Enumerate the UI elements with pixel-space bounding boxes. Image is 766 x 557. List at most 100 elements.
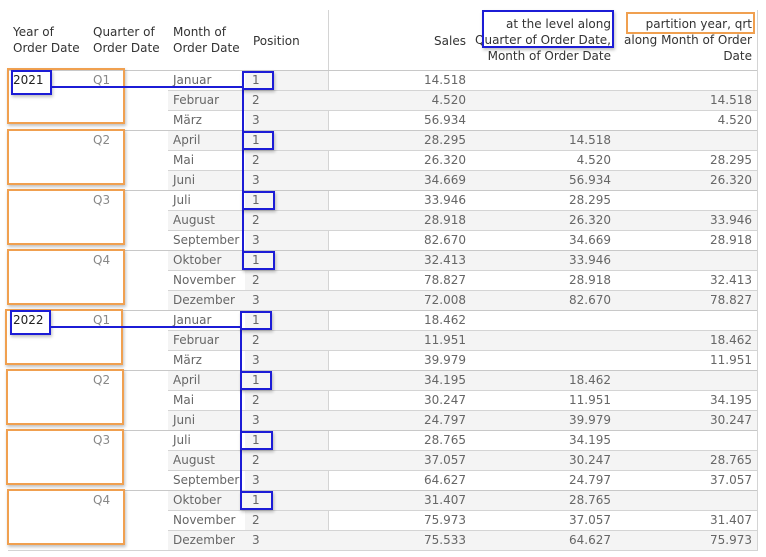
header-col3-highlight bbox=[626, 12, 755, 34]
sales-cell: 26.320 bbox=[424, 153, 466, 167]
partition-box-2022-q2 bbox=[6, 369, 124, 425]
position-cell: 1 bbox=[252, 433, 260, 447]
table-row: Mai 2 30.247 11.951 34.195 bbox=[168, 390, 757, 410]
header-month: Month of Order Date bbox=[173, 24, 240, 56]
position-cell-bg bbox=[245, 131, 328, 150]
group-separator bbox=[88, 490, 168, 491]
table-row: Juni 3 24.797 39.979 30.247 bbox=[168, 410, 757, 430]
position-cell: 2 bbox=[252, 393, 260, 407]
sales-cell: 28.918 bbox=[424, 213, 466, 227]
level-along-cell: 64.627 bbox=[569, 533, 611, 547]
year-2021-highlight bbox=[11, 70, 52, 95]
sales-cell: 4.520 bbox=[431, 93, 466, 107]
partition-box-2022-q1 bbox=[5, 309, 123, 365]
table-row: September 3 82.670 34.669 28.918 bbox=[168, 230, 757, 250]
sales-cell: 39.979 bbox=[424, 353, 466, 367]
position-cell: 2 bbox=[252, 213, 260, 227]
header-quarter: Quarter of Order Date bbox=[93, 24, 160, 56]
sales-cell: 33.946 bbox=[424, 193, 466, 207]
position-cell-bg bbox=[245, 471, 328, 490]
position-1-highlight bbox=[240, 311, 272, 330]
sales-cell: 31.407 bbox=[424, 493, 466, 507]
month-cell: März bbox=[173, 113, 202, 127]
sales-cell: 56.934 bbox=[424, 113, 466, 127]
quarter-q2-2021: Q2 bbox=[93, 133, 111, 147]
position-cell: 2 bbox=[252, 513, 260, 527]
quarter-q4-2022: Q4 bbox=[93, 493, 111, 507]
position-cell-bg bbox=[245, 231, 328, 250]
position-cell: 3 bbox=[252, 533, 260, 547]
sales-cell: 34.195 bbox=[424, 373, 466, 387]
partition-cell: 30.247 bbox=[710, 413, 752, 427]
level-along-cell: 28.295 bbox=[569, 193, 611, 207]
table-row: Dezember 3 72.008 82.670 78.827 bbox=[168, 290, 757, 310]
month-cell: Oktober bbox=[173, 493, 222, 507]
connector-vertical-2021 bbox=[242, 86, 244, 266]
month-cell: August bbox=[173, 453, 215, 467]
position-cell: 1 bbox=[252, 373, 260, 387]
partition-box-2021-q2 bbox=[7, 129, 125, 185]
table-row: Mai 2 26.320 4.520 28.295 bbox=[168, 150, 757, 170]
level-along-cell: 24.797 bbox=[569, 473, 611, 487]
position-cell: 3 bbox=[252, 293, 260, 307]
table-row: Juni 3 34.669 56.934 26.320 bbox=[168, 170, 757, 190]
position-1-highlight bbox=[242, 191, 275, 210]
header-quarter-line2: Order Date bbox=[93, 41, 160, 55]
partition-cell: 14.518 bbox=[710, 93, 752, 107]
position-cell: 2 bbox=[252, 453, 260, 467]
position-cell: 2 bbox=[252, 93, 260, 107]
month-cell: Februar bbox=[173, 93, 220, 107]
header-col2-line1: at the level along bbox=[506, 17, 611, 31]
position-cell-bg bbox=[245, 351, 328, 370]
column-divider bbox=[328, 10, 329, 551]
partition-cell: 32.413 bbox=[710, 273, 752, 287]
group-separator bbox=[88, 430, 168, 431]
position-1-highlight bbox=[240, 371, 272, 390]
level-along-cell: 34.669 bbox=[569, 233, 611, 247]
partition-box-2021-q4 bbox=[7, 249, 125, 305]
position-cell-bg bbox=[245, 71, 328, 90]
year-2021: 2021 bbox=[13, 73, 44, 87]
position-cell-bg bbox=[245, 511, 328, 530]
position-cell: 3 bbox=[252, 113, 260, 127]
month-cell: April bbox=[173, 373, 201, 387]
position-cell-bg bbox=[245, 151, 328, 170]
partition-cell: 37.057 bbox=[710, 473, 752, 487]
level-along-cell: 34.195 bbox=[569, 433, 611, 447]
connector-vertical-2022 bbox=[240, 326, 242, 506]
header-year-line1: Year of bbox=[13, 25, 54, 39]
header-col3-line3: Date bbox=[723, 49, 752, 63]
level-along-cell: 30.247 bbox=[569, 453, 611, 467]
position-cell: 1 bbox=[252, 133, 260, 147]
partition-cell: 78.827 bbox=[710, 293, 752, 307]
position-cell-bg bbox=[245, 391, 328, 410]
header-col2-line2: Quarter of Order Date, bbox=[475, 33, 611, 47]
quarter-q3-2021: Q3 bbox=[93, 193, 111, 207]
position-cell-bg bbox=[245, 411, 328, 430]
level-along-cell: 56.934 bbox=[569, 173, 611, 187]
header-month-line2: Order Date bbox=[173, 41, 240, 55]
header-col3-line2: along Month of Order bbox=[624, 33, 752, 47]
sales-cell: 28.295 bbox=[424, 133, 466, 147]
month-cell: September bbox=[173, 473, 240, 487]
position-cell-bg bbox=[245, 531, 328, 550]
table-row: Februar 2 11.951 18.462 bbox=[168, 330, 757, 350]
position-1-highlight bbox=[240, 431, 273, 450]
position-cell: 1 bbox=[252, 253, 260, 267]
partition-cell: 28.765 bbox=[710, 453, 752, 467]
table-row: November 2 75.973 37.057 31.407 bbox=[168, 510, 757, 530]
partition-box-2021-q1 bbox=[7, 68, 125, 124]
level-along-cell: 26.320 bbox=[569, 213, 611, 227]
group-separator bbox=[88, 190, 168, 191]
group-separator bbox=[88, 130, 168, 131]
position-cell-bg bbox=[245, 251, 328, 270]
level-along-cell: 4.520 bbox=[576, 153, 611, 167]
position-cell-bg bbox=[245, 311, 328, 330]
level-along-cell: 28.918 bbox=[569, 273, 611, 287]
month-cell: Oktober bbox=[173, 253, 222, 267]
position-cell: 3 bbox=[252, 413, 260, 427]
month-cell: März bbox=[173, 353, 202, 367]
month-cell: Mai bbox=[173, 393, 195, 407]
header-year-line2: Order Date bbox=[13, 41, 80, 55]
quarter-q1-2021: Q1 bbox=[93, 73, 111, 87]
